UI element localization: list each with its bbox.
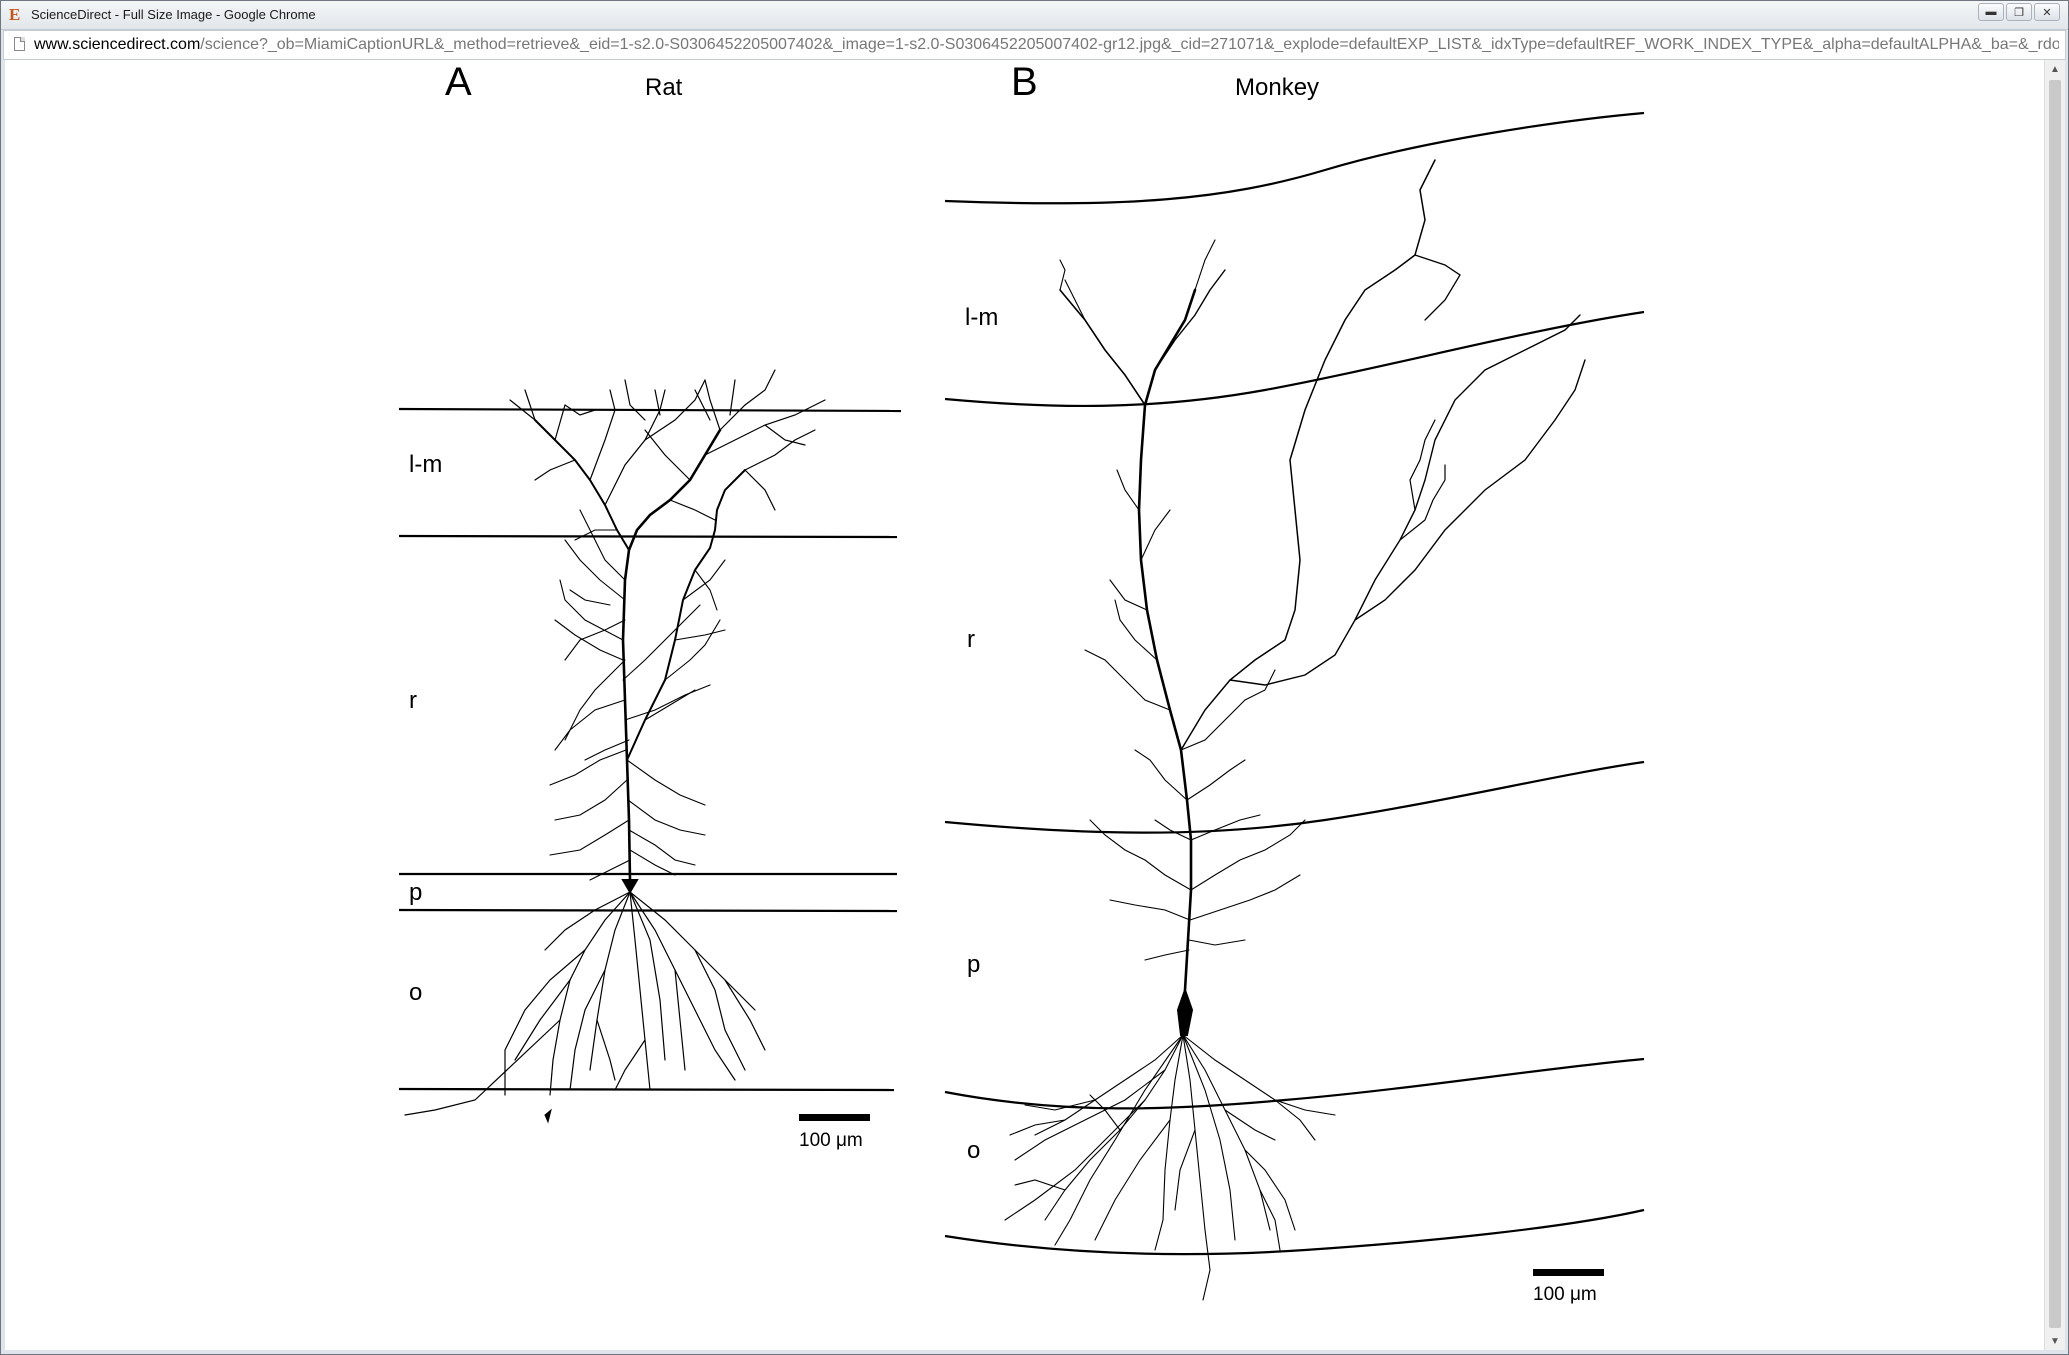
restore-button[interactable]: ❐ — [2006, 3, 2032, 21]
panel-b-layer-p: p — [967, 951, 980, 978]
neuron-figure: A Rat l-m r p o — [398, 60, 1645, 1305]
scroll-up-icon[interactable]: ▲ — [2050, 63, 2060, 75]
monkey-neuron — [1004, 159, 1586, 1301]
url-text[interactable]: www.sciencedirect.com/science?_ob=MiamiC… — [34, 36, 2059, 54]
panel-b-letter: B — [1011, 60, 1038, 104]
panel-b-layer-lm: l-m — [965, 304, 998, 331]
panel-a-scale-bar — [799, 1114, 870, 1121]
url-path: /science?_ob=MiamiCaptionURL&_method=ret… — [200, 36, 2059, 53]
panel-a-title: Rat — [645, 74, 683, 101]
panel-b-scale-bar — [1533, 1269, 1604, 1276]
title-bar[interactable]: E ScienceDirect - Full Size Image - Goog… — [1, 1, 2068, 30]
panel-a-scale-label: 100 μm — [799, 1130, 863, 1151]
panel-b: B Monkey l-m r p o — [944, 60, 1645, 1305]
panel-a-letter: A — [445, 60, 472, 104]
app-icon: E — [9, 5, 21, 24]
panel-b-layer-lines — [944, 111, 1645, 1256]
panel-a-layer-lm: l-m — [409, 451, 442, 478]
window-title: ScienceDirect - Full Size Image - Google… — [31, 7, 316, 22]
panel-b-layer-r: r — [967, 626, 975, 653]
panel-b-scale-label: 100 μm — [1533, 1284, 1597, 1305]
minimize-icon: ▬ — [1985, 6, 1997, 18]
minimize-button[interactable]: ▬ — [1978, 3, 2004, 21]
rat-neuron — [404, 369, 826, 1124]
scroll-down-icon[interactable]: ▼ — [2050, 1335, 2060, 1347]
restore-icon: ❐ — [2014, 6, 2024, 19]
page-viewport: A Rat l-m r p o — [5, 60, 2044, 1350]
panel-a-layer-o: o — [409, 979, 422, 1006]
window-controls: ▬ ❐ ✕ — [1978, 3, 2060, 21]
scroll-thumb[interactable] — [2049, 80, 2061, 1328]
panel-a-layer-lines — [398, 407, 902, 1092]
address-bar[interactable]: www.sciencedirect.com/science?_ob=MiamiC… — [3, 30, 2066, 60]
panel-b-title: Monkey — [1235, 74, 1319, 101]
page-icon — [14, 37, 25, 51]
url-host: www.sciencedirect.com — [34, 36, 201, 53]
panel-a: A Rat l-m r p o — [398, 60, 902, 1151]
close-button[interactable]: ✕ — [2034, 3, 2060, 21]
panel-a-layer-r: r — [409, 687, 417, 714]
panel-a-layer-p: p — [409, 879, 422, 906]
close-icon: ✕ — [2042, 6, 2052, 19]
vertical-scrollbar[interactable]: ▲ ▼ — [2044, 60, 2065, 1350]
panel-b-layer-o: o — [967, 1137, 980, 1164]
